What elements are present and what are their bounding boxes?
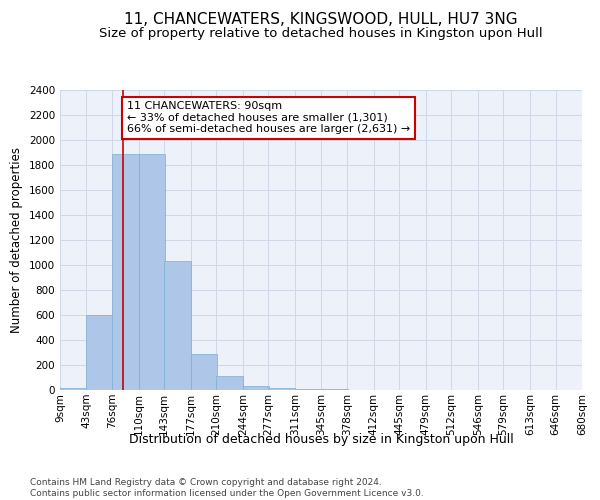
Bar <box>112 154 139 390</box>
Y-axis label: Number of detached properties: Number of detached properties <box>10 147 23 333</box>
Bar <box>60 388 86 390</box>
Bar <box>164 261 191 390</box>
Text: 11, CHANCEWATERS, KINGSWOOD, HULL, HU7 3NG: 11, CHANCEWATERS, KINGSWOOD, HULL, HU7 3… <box>124 12 518 28</box>
Bar <box>243 386 269 390</box>
Text: 11 CHANCEWATERS: 90sqm
← 33% of detached houses are smaller (1,301)
66% of semi-: 11 CHANCEWATERS: 90sqm ← 33% of detached… <box>127 101 410 134</box>
Text: Distribution of detached houses by size in Kingston upon Hull: Distribution of detached houses by size … <box>128 432 514 446</box>
Text: Contains HM Land Registry data © Crown copyright and database right 2024.
Contai: Contains HM Land Registry data © Crown c… <box>30 478 424 498</box>
Bar <box>295 389 322 390</box>
Text: Size of property relative to detached houses in Kingston upon Hull: Size of property relative to detached ho… <box>99 28 543 40</box>
Bar <box>86 315 113 390</box>
Bar <box>191 354 217 390</box>
Bar <box>268 388 295 390</box>
Bar <box>139 154 165 390</box>
Bar <box>217 376 243 390</box>
